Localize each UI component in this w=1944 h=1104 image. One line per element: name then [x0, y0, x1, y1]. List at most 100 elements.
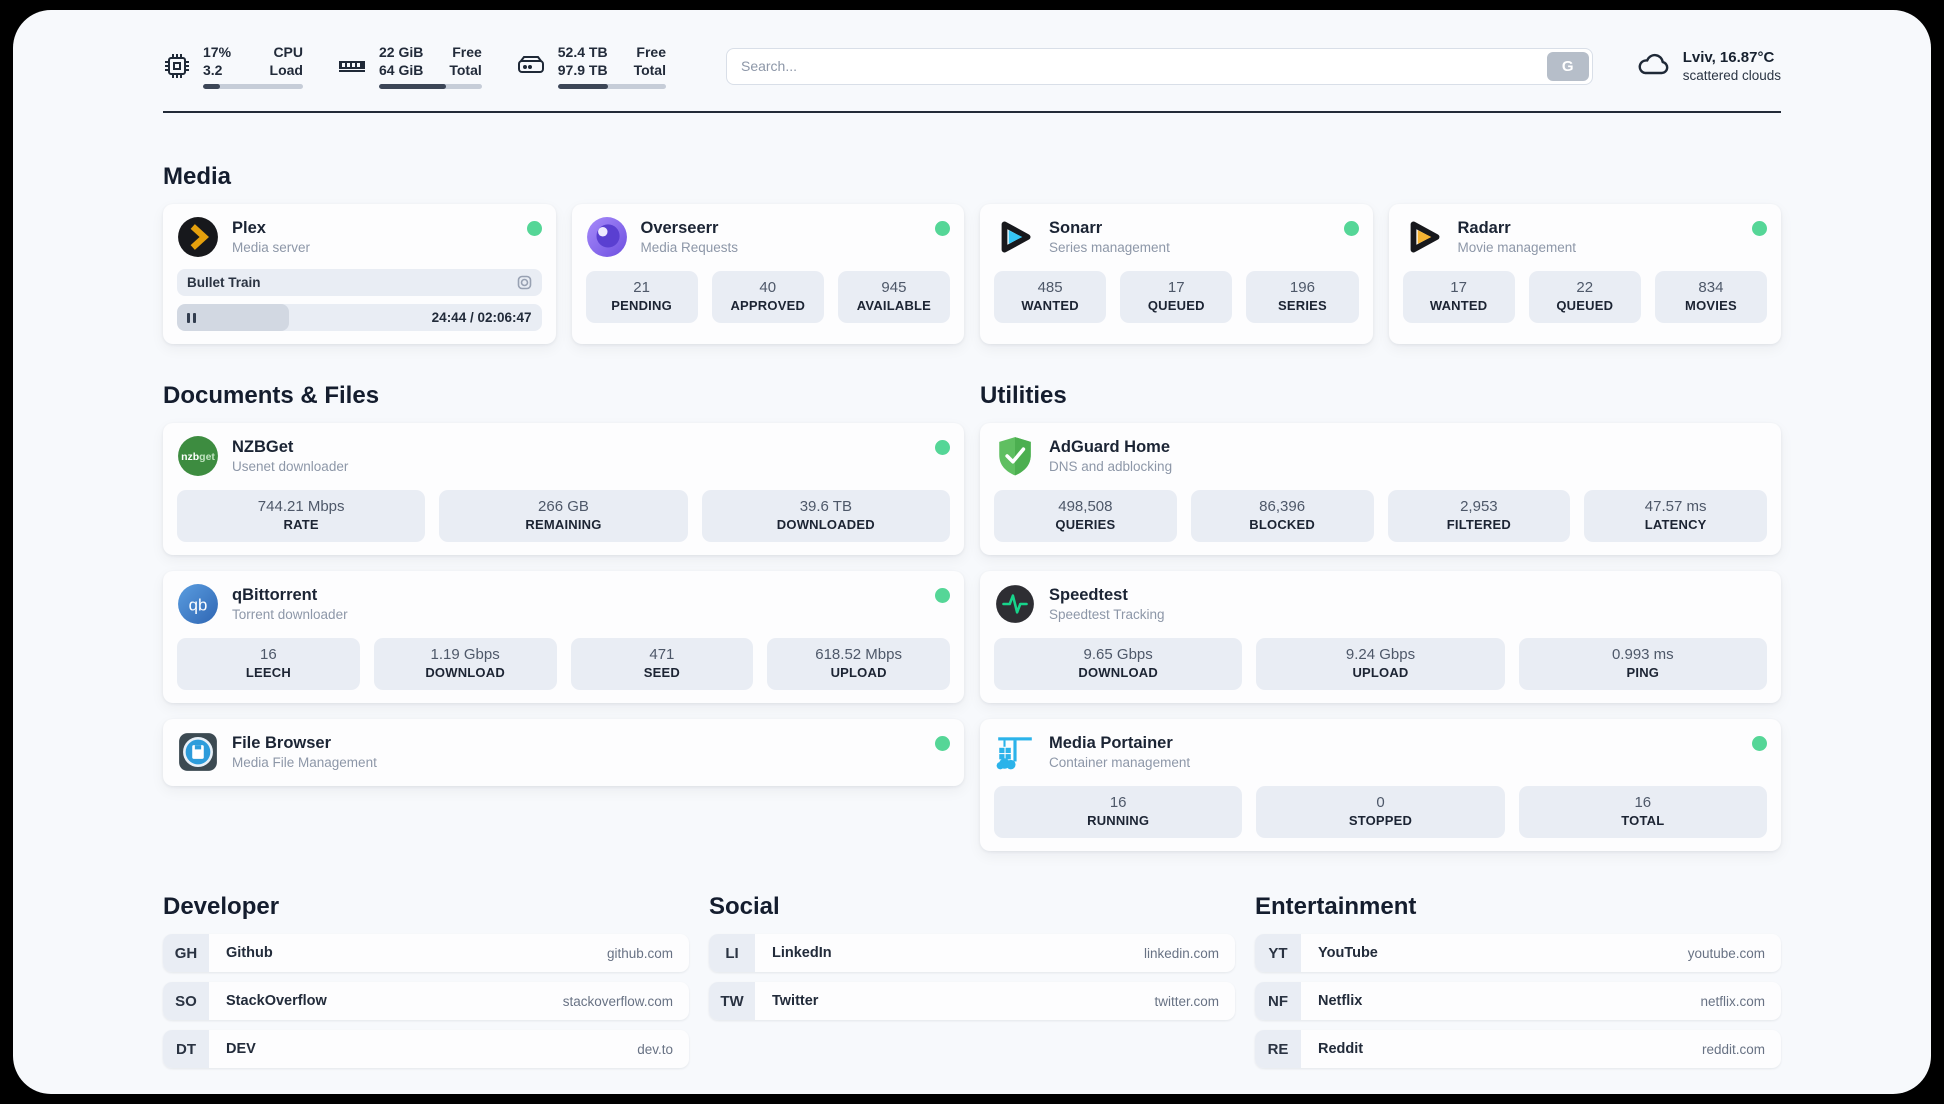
stat-queries: 498,508 QUERIES [994, 490, 1177, 542]
link-abbr: DT [163, 1030, 209, 1068]
stat-available: 945 AVAILABLE [837, 271, 951, 323]
link-dev[interactable]: DT DEV dev.to [163, 1030, 689, 1068]
link-name: StackOverflow [226, 993, 327, 1009]
ram-label-2: Total [449, 62, 482, 78]
disk-progress-track [557, 84, 666, 89]
cpu-usage: 17% [203, 44, 232, 60]
stat-wanted: 485 WANTED [994, 271, 1107, 323]
overseerr-icon [586, 216, 628, 258]
radarr-icon [1403, 216, 1445, 258]
header-divider [163, 111, 1781, 113]
app-name: NZBGet [232, 437, 294, 456]
cpu-icon [163, 52, 191, 80]
link-reddit[interactable]: RE Reddit reddit.com [1255, 1030, 1781, 1068]
disk-free: 52.4 TB [557, 44, 608, 60]
link-name: Netflix [1318, 993, 1363, 1009]
cpu-load: 3.2 [203, 62, 223, 78]
stat-upload: 9.24 Gbps UPLOAD [1256, 638, 1505, 690]
social-column: Social LI LinkedIn linkedin.com TW Twitt… [709, 893, 1235, 1068]
app-card-filebrowser[interactable]: File Browser Media File Management [163, 719, 964, 786]
link-url: linkedin.com [1143, 945, 1219, 961]
app-name: qBittorrent [232, 585, 318, 604]
stat-downloaded: 39.6 TB DOWNLOADED [701, 490, 950, 542]
link-twitter[interactable]: TW Twitter twitter.com [709, 982, 1235, 1020]
sonarr-icon [994, 216, 1036, 258]
status-online-dot [935, 588, 950, 603]
app-desc: Series management [1049, 239, 1170, 255]
ram-progress-fill [379, 84, 446, 89]
app-desc: Torrent downloader [232, 606, 348, 622]
link-stackoverflow[interactable]: SO StackOverflow stackoverflow.com [163, 982, 689, 1020]
pause-icon [187, 312, 196, 323]
link-url: github.com [606, 945, 673, 961]
ram-label-1: Free [452, 44, 482, 60]
ram-progress-track [379, 84, 482, 89]
playback-progress-bar[interactable]: 24:44 / 02:06:47 [177, 304, 542, 331]
link-url: reddit.com [1701, 1041, 1765, 1057]
stat-queued: 17 QUEUED [1120, 271, 1233, 323]
status-online-dot [935, 221, 950, 236]
cpu-progress-track [203, 84, 303, 89]
stat-latency: 47.57 ms LATENCY [1584, 490, 1767, 542]
cloud-icon [1635, 49, 1671, 84]
link-linkedin[interactable]: LI LinkedIn linkedin.com [709, 934, 1235, 972]
link-url: netflix.com [1700, 993, 1765, 1009]
app-card-overseerr[interactable]: Overseerr Media Requests 21 PENDING 40 APP… [571, 204, 964, 344]
link-netflix[interactable]: NF Netflix netflix.com [1255, 982, 1781, 1020]
search-engine-button[interactable]: G [1546, 51, 1589, 81]
app-card-sonarr[interactable]: Sonarr Series management 485 WANTED 17 QUE… [980, 204, 1373, 344]
app-card-portainer[interactable]: Media Portainer Container management 16 R… [980, 719, 1781, 851]
link-name: LinkedIn [772, 945, 832, 961]
app-card-nzbget[interactable]: nzbget NZBGet Usenet downloader 744.21 M… [163, 423, 964, 555]
stat-ping: 0.993 ms PING [1518, 638, 1767, 690]
disk-label-2: Total [633, 62, 666, 78]
app-card-radarr[interactable]: Radarr Movie management 17 WANTED 22 QUEUE… [1388, 204, 1781, 344]
media-grid: Plex Media server Bullet Train 24:44 / 0… [163, 204, 1781, 344]
app-card-qbittorrent[interactable]: qb qBittorrent Torrent downloader 16 LEEC… [163, 571, 964, 703]
disk-icon [516, 52, 546, 80]
documents-column: Documents & Files nzbget NZBGet U [163, 382, 964, 851]
ram-icon [337, 52, 367, 80]
weather-condition: scattered clouds [1682, 67, 1781, 83]
app-name: Plex [232, 218, 266, 237]
app-card-speedtest[interactable]: Speedtest Speedtest Tracking 9.65 Gbps DO… [980, 571, 1781, 703]
app-card-plex[interactable]: Plex Media server Bullet Train 24:44 / 0… [163, 204, 556, 344]
now-playing-bar[interactable]: Bullet Train [177, 269, 542, 296]
now-playing-session-icon [517, 275, 532, 290]
disk-widget: 52.4 TB Free 97.9 TB Total [516, 43, 666, 89]
app-card-adguard[interactable]: AdGuard Home DNS and adblocking 498,508 Q… [980, 423, 1781, 555]
dashboard-page: 17% CPU 3.2 Load 22 GiB Free 64 GiB Total [13, 10, 1931, 1094]
section-title-social: Social [709, 893, 780, 920]
cpu-progress-fill [203, 84, 220, 89]
adguard-icon [994, 435, 1036, 477]
app-desc: Movie management [1457, 239, 1577, 255]
link-github[interactable]: GH Github github.com [163, 934, 689, 972]
stat-upload: 618.52 Mbps UPLOAD [767, 638, 950, 690]
link-url: youtube.com [1687, 945, 1765, 961]
app-desc: Speedtest Tracking [1049, 606, 1165, 622]
link-name: Github [226, 945, 273, 961]
playback-time: 24:44 / 02:06:47 [431, 310, 532, 325]
stat-pending: 21 PENDING [585, 271, 698, 323]
section-title-developer: Developer [163, 893, 280, 920]
search-input[interactable] [740, 58, 1547, 74]
developer-column: Developer GH Github github.com SO StackO… [163, 893, 689, 1068]
link-abbr: TW [709, 982, 755, 1020]
search-bar: G [725, 47, 1593, 85]
link-abbr: YT [1255, 934, 1301, 972]
link-name: YouTube [1318, 945, 1378, 961]
link-abbr: SO [163, 982, 209, 1020]
qbittorrent-icon: qb [177, 583, 219, 625]
cpu-label-1: CPU [273, 44, 303, 60]
stat-running: 16 RUNNING [994, 786, 1243, 838]
status-online-dot [1343, 221, 1359, 236]
app-name: AdGuard Home [1049, 437, 1171, 456]
stat-series: 196 SERIES [1246, 271, 1359, 323]
status-online-dot [935, 736, 950, 751]
status-online-dot [1752, 736, 1767, 751]
stat-blocked: 86,396 BLOCKED [1190, 490, 1374, 542]
app-name: Radarr [1457, 218, 1511, 237]
weather-location-temp: Lviv, 16.87°C [1682, 48, 1775, 66]
cpu-widget: 17% CPU 3.2 Load [163, 43, 303, 89]
link-youtube[interactable]: YT YouTube youtube.com [1255, 934, 1781, 972]
